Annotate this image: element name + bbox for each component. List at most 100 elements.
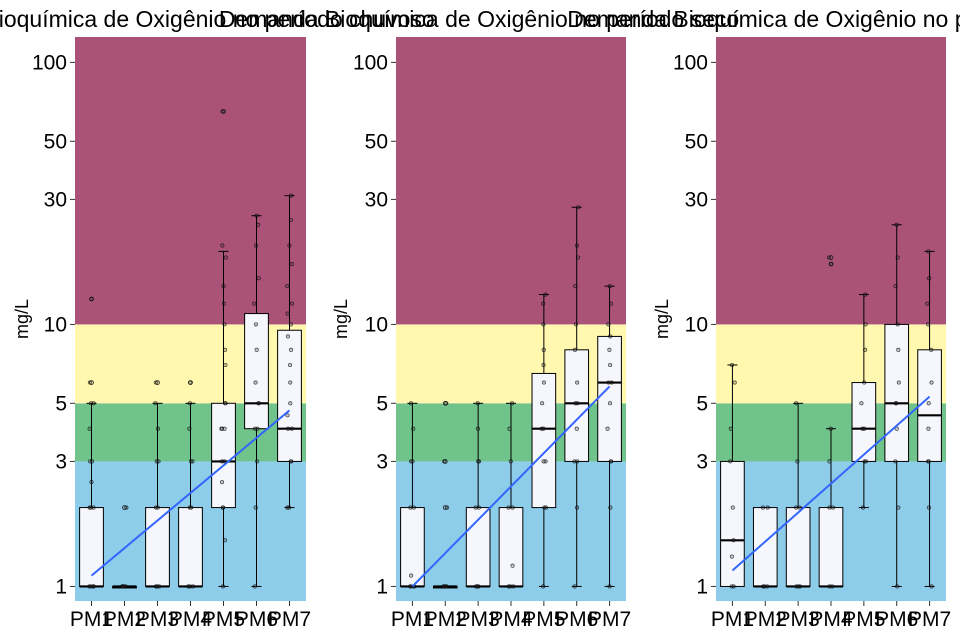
- data-point: [153, 401, 158, 406]
- x-tick-label: PM2: [103, 608, 146, 631]
- data-point: [830, 584, 835, 589]
- data-point: [606, 322, 611, 327]
- box-pm3: [465, 402, 491, 588]
- data-point: [762, 584, 767, 589]
- data-point: [828, 426, 833, 431]
- data-point: [475, 426, 480, 431]
- data-point: [540, 401, 545, 406]
- x-tick-label: PM4: [809, 608, 853, 631]
- outlier-point: [442, 400, 448, 406]
- data-point: [190, 584, 196, 589]
- data-point: [285, 284, 290, 289]
- y-tick-label: 30: [44, 188, 67, 211]
- y-tick-label: 1: [696, 575, 708, 598]
- data-point: [926, 426, 931, 431]
- data-point: [575, 401, 580, 406]
- data-point: [409, 573, 414, 578]
- box-body: [211, 402, 236, 509]
- y-tick-label: 3: [696, 450, 708, 473]
- data-point: [254, 213, 259, 218]
- data-point: [765, 584, 770, 589]
- data-point: [156, 459, 161, 464]
- box-body: [597, 335, 622, 462]
- data-point: [410, 459, 415, 464]
- data-point: [608, 459, 613, 464]
- data-point: [253, 426, 258, 431]
- data-point: [289, 347, 294, 352]
- box-pm1: [720, 364, 745, 587]
- threshold-band: [75, 37, 306, 325]
- data-point: [893, 459, 898, 464]
- data-point: [155, 584, 160, 589]
- y-tick-label: 5: [376, 392, 388, 415]
- data-point: [608, 301, 614, 306]
- data-point: [797, 505, 802, 510]
- data-point: [256, 222, 261, 227]
- data-point: [860, 505, 866, 510]
- data-point: [288, 322, 293, 327]
- data-point: [925, 301, 930, 306]
- y-axis-label: mg/L: [652, 299, 672, 339]
- data-point: [476, 505, 481, 510]
- data-point: [572, 347, 578, 352]
- data-point: [605, 426, 610, 431]
- y-tick-label: 100: [353, 51, 388, 74]
- box-body: [851, 382, 877, 462]
- data-point: [572, 584, 577, 589]
- data-point: [895, 584, 900, 589]
- x-tick-label: PM4: [489, 608, 533, 631]
- data-point: [252, 301, 257, 306]
- data-point: [575, 505, 580, 510]
- chart-panel-3: 1 3 5 10 30 50 100 mg/L Demanda Bioquímica de Ox…: [567, 6, 960, 631]
- data-point: [288, 362, 293, 368]
- data-point: [89, 480, 94, 485]
- data-point: [929, 584, 934, 589]
- y-tick-label: 10: [365, 313, 388, 336]
- data-point: [220, 505, 225, 510]
- threshold-band: [75, 324, 306, 404]
- x-tick-label: PM5: [842, 608, 885, 631]
- data-point: [444, 584, 449, 589]
- data-point: [87, 426, 92, 431]
- data-point: [765, 505, 770, 510]
- data-point: [826, 255, 832, 260]
- box-pm5: [851, 294, 877, 509]
- data-point: [574, 243, 579, 248]
- data-point: [88, 584, 94, 589]
- data-point: [926, 401, 931, 406]
- trend-line: [90, 409, 291, 577]
- y-tick-label: 50: [365, 130, 388, 153]
- x-tick-label: PM7: [588, 608, 631, 631]
- trend-line: [411, 385, 611, 588]
- data-point: [728, 459, 733, 464]
- data-point: [926, 249, 931, 254]
- trend-line: [731, 395, 931, 572]
- y-tick-label: 5: [696, 392, 708, 415]
- data-point: [153, 380, 158, 385]
- data-point: [124, 505, 129, 510]
- data-point: [222, 538, 227, 543]
- x-tick-label: PM3: [777, 608, 820, 631]
- data-point: [575, 380, 580, 385]
- data-point: [896, 347, 901, 352]
- data-point: [760, 505, 766, 510]
- y-tick-label: 1: [376, 575, 388, 598]
- data-point: [187, 401, 192, 406]
- data-point: [221, 301, 227, 306]
- data-point: [256, 401, 261, 406]
- threshold-band: [396, 37, 626, 325]
- data-point: [288, 193, 294, 198]
- data-point: [155, 505, 160, 510]
- data-point: [254, 347, 259, 352]
- box-body: [244, 313, 269, 430]
- data-point: [540, 584, 546, 589]
- data-point: [220, 480, 225, 485]
- data-point: [87, 505, 92, 510]
- data-point: [221, 284, 226, 289]
- box-body: [818, 507, 844, 587]
- box-body: [531, 372, 557, 509]
- data-point: [223, 255, 228, 260]
- box-pm6: [884, 224, 910, 587]
- data-point: [576, 205, 581, 210]
- threshold-band: [396, 324, 626, 404]
